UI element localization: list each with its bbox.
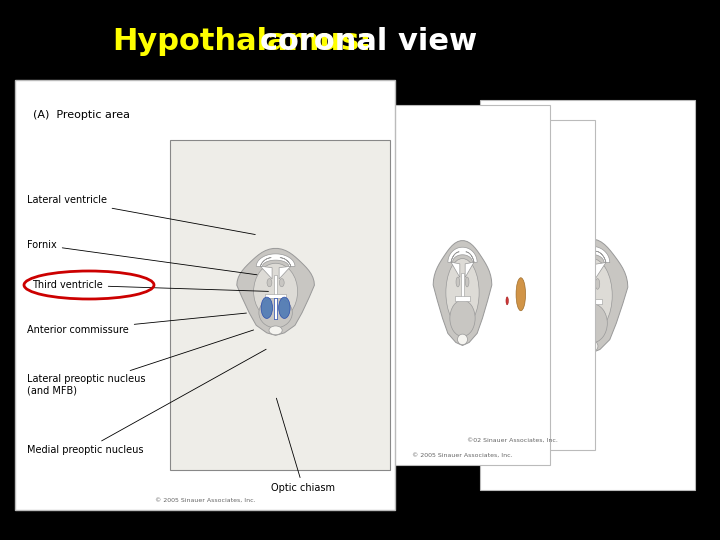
Polygon shape (500, 245, 526, 259)
Ellipse shape (279, 279, 284, 287)
Polygon shape (595, 251, 606, 279)
Text: Optic chiasm: Optic chiasm (271, 398, 336, 493)
Bar (480, 100, 695, 490)
Text: © 2005 Sinauer Associates, Inc.: © 2005 Sinauer Associates, Inc. (155, 498, 256, 503)
Bar (454, 295, 470, 301)
Text: coronal view: coronal view (260, 28, 477, 57)
Ellipse shape (456, 277, 459, 287)
Bar (582, 299, 602, 305)
Ellipse shape (584, 279, 588, 289)
Ellipse shape (572, 259, 612, 332)
Polygon shape (515, 249, 523, 272)
Ellipse shape (269, 326, 282, 335)
Text: © 2005 Sinauer Associates, Inc.: © 2005 Sinauer Associates, Inc. (412, 453, 513, 458)
Text: Anterior commissure: Anterior commissure (27, 313, 246, 335)
Ellipse shape (279, 297, 290, 319)
Bar (505, 288, 520, 292)
Bar (274, 275, 277, 298)
Polygon shape (261, 258, 272, 279)
Ellipse shape (516, 278, 526, 310)
Ellipse shape (498, 255, 527, 315)
Polygon shape (503, 249, 510, 272)
Ellipse shape (450, 300, 475, 336)
Text: Third ventricle: Third ventricle (32, 280, 269, 292)
Ellipse shape (595, 279, 600, 289)
Polygon shape (237, 248, 315, 335)
Polygon shape (451, 252, 460, 278)
Bar (265, 294, 286, 299)
Polygon shape (279, 258, 291, 279)
Polygon shape (577, 251, 588, 279)
Ellipse shape (253, 264, 297, 320)
Text: Medial preoptic nucleus: Medial preoptic nucleus (27, 349, 266, 455)
Ellipse shape (267, 279, 272, 287)
Bar (274, 298, 277, 319)
Ellipse shape (507, 272, 510, 280)
Ellipse shape (259, 298, 292, 328)
Polygon shape (256, 254, 295, 266)
Text: (A)  Preoptic area: (A) Preoptic area (33, 110, 130, 120)
Bar (15, 80, 395, 510)
Ellipse shape (508, 321, 517, 330)
Polygon shape (486, 240, 539, 331)
Ellipse shape (506, 297, 508, 305)
Text: Lateral preoptic nucleus
(and MFB): Lateral preoptic nucleus (and MFB) (27, 330, 253, 396)
Text: Hypothalamus:: Hypothalamus: (112, 28, 372, 57)
Polygon shape (433, 241, 492, 346)
Bar (511, 268, 513, 292)
Polygon shape (465, 252, 474, 278)
Text: ©02 Sinauer Associates, Inc.: ©02 Sinauer Associates, Inc. (467, 438, 557, 443)
Ellipse shape (515, 272, 518, 280)
Ellipse shape (501, 292, 523, 323)
Polygon shape (574, 246, 610, 262)
Ellipse shape (465, 277, 469, 287)
Bar (590, 274, 593, 303)
Bar (274, 298, 277, 319)
Ellipse shape (457, 334, 467, 345)
Polygon shape (448, 247, 477, 262)
Ellipse shape (576, 303, 608, 343)
Ellipse shape (446, 259, 479, 327)
Polygon shape (556, 239, 628, 353)
Text: Fornix: Fornix (27, 240, 257, 275)
Text: Lateral ventricle: Lateral ventricle (27, 195, 256, 234)
Ellipse shape (585, 340, 598, 352)
Bar (430, 120, 595, 450)
Ellipse shape (261, 297, 273, 319)
Bar (462, 273, 464, 300)
Bar (170, 140, 390, 470)
Bar (375, 105, 550, 465)
